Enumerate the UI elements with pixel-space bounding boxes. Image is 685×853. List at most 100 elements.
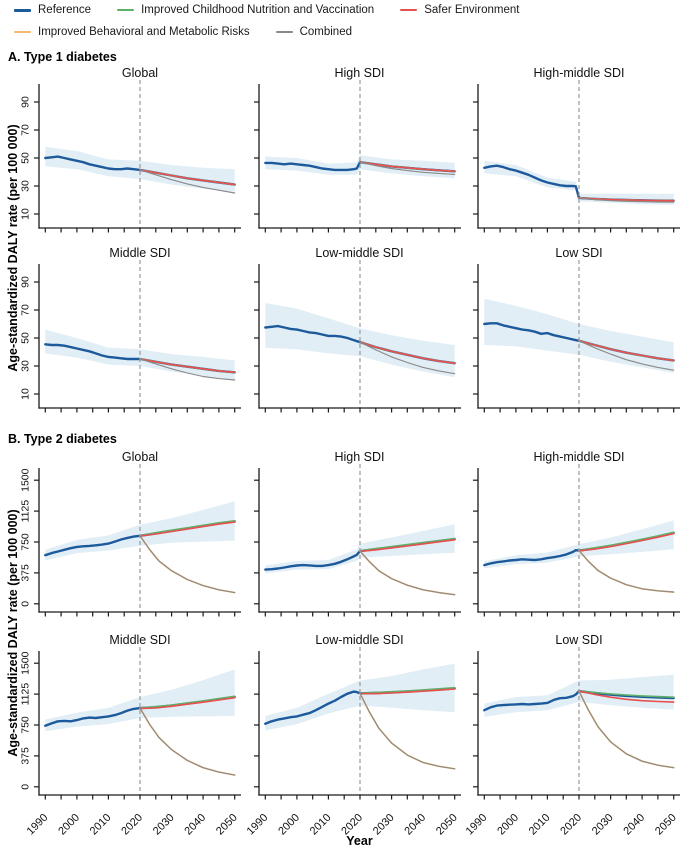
chart-panel-8 (473, 464, 680, 617)
legend-label-reference: Reference (38, 4, 92, 16)
y-tick-label: 0 (20, 601, 32, 607)
legend-item-combined: Combined (275, 26, 352, 38)
panel-title-2: High-middle SDI (533, 66, 625, 80)
series-line-combined (358, 550, 455, 596)
series-line-environment (139, 521, 236, 537)
series-line-environment (358, 688, 455, 695)
y-tick-label: 50 (20, 152, 32, 164)
series-line-behavioral (358, 550, 456, 596)
series-line-environment (358, 539, 455, 553)
y-tick-label: 375 (20, 564, 32, 582)
y-tick-label: 30 (20, 180, 32, 192)
series-line-environment (139, 696, 236, 710)
series-line-environment (139, 358, 236, 374)
series-line-combined (358, 161, 455, 175)
y-tick-label: 10 (20, 388, 32, 400)
x-axis-label: Year (346, 834, 373, 848)
series-line-environment (139, 169, 236, 186)
series-line-nutrition (578, 531, 675, 552)
panel-title-1: High SDI (334, 66, 385, 80)
series-line-environment (358, 341, 455, 364)
ci-band (45, 669, 235, 732)
chart-panel-0: 10 30 50 70 90 (20, 80, 241, 233)
series-line-nutrition (358, 686, 455, 694)
series-line-combined (358, 692, 455, 770)
legend-label-behavioral: Improved Behavioral and Metabolic Risks (38, 26, 250, 38)
y-tick-label: 750 (20, 533, 32, 551)
panel-title-6: Global (121, 450, 159, 464)
legend-row-2: Improved Behavioral and Metabolic Risks C… (14, 26, 352, 38)
series-line-environment (358, 161, 455, 173)
series-line-combined (578, 690, 675, 769)
panel-title-10: Low-middle SDI (315, 633, 404, 647)
y-tick-label: 1500 (20, 468, 32, 492)
y-tick-label: 1125 (20, 683, 32, 706)
series-line-combined (139, 535, 236, 594)
panel-title-11: Low SDI (555, 633, 603, 647)
chart-panel-4 (253, 260, 461, 413)
ci-band (484, 674, 674, 717)
y-tick-label: 90 (20, 96, 32, 108)
y-tick-label: 30 (20, 360, 32, 372)
legend-swatch-behavioral (14, 31, 31, 33)
y-tick-label: 50 (20, 332, 32, 344)
legend-item-environment: Safer Environment (400, 4, 519, 16)
series-line-combined (578, 340, 675, 371)
legend-label-environment: Safer Environment (424, 4, 520, 16)
legend-item-reference: Reference (14, 4, 91, 16)
series-line-combined (139, 169, 236, 194)
y-tick-label: 70 (20, 124, 32, 136)
y-tick-label: 1500 (20, 651, 32, 675)
chart-panel-11: 1990 2000 2010 2020 2030 2040 2050 (464, 647, 680, 837)
section-heading-type1: A. Type 1 diabetes (8, 50, 117, 64)
y-tick-label: 0 (20, 784, 32, 790)
y-tick-label: 90 (20, 276, 32, 288)
series-line-combined (358, 341, 455, 375)
chart-panel-10: 1990 2000 2010 2020 2030 2040 2050 (244, 647, 461, 837)
ci-band (484, 160, 674, 205)
ci-band (484, 298, 674, 373)
series-line-reference (483, 690, 675, 712)
legend-swatch-nutrition (117, 9, 135, 11)
series-line-nutrition (139, 520, 236, 537)
chart-panel-7 (253, 464, 461, 617)
series-line-environment (578, 340, 675, 362)
panel-title-0: Global (121, 66, 159, 80)
series-line-combined (139, 707, 236, 776)
legend-label-combined: Combined (299, 26, 352, 38)
legend-swatch-environment (400, 9, 418, 11)
series-line-environment (578, 690, 675, 703)
legend-label-nutrition: Improved Childhood Nutrition and Vaccina… (141, 4, 375, 16)
chart-panel-1 (253, 80, 461, 233)
panel-title-7: High SDI (334, 450, 385, 464)
series-line-nutrition (578, 690, 675, 698)
series-line-behavioral (578, 549, 675, 593)
y-tick-label: 10 (20, 208, 32, 220)
chart-panel-3: 10 30 50 70 90 (20, 260, 241, 413)
series-line-nutrition (139, 695, 236, 709)
series-line-nutrition (358, 537, 455, 552)
chart-panel-5 (473, 260, 680, 413)
legend-item-behavioral: Improved Behavioral and Metabolic Risks (14, 26, 250, 38)
y-tick-label: 70 (20, 304, 32, 316)
panel-title-5: Low SDI (555, 246, 603, 260)
panel-title-4: Low-middle SDI (315, 246, 404, 260)
legend-item-nutrition: Improved Childhood Nutrition and Vaccina… (117, 4, 374, 16)
section-heading-type2: B. Type 2 diabetes (8, 432, 117, 446)
series-line-combined (139, 358, 236, 381)
series-line-combined (578, 550, 675, 593)
legend-swatch-reference (14, 8, 31, 12)
series-line-behavioral (139, 707, 236, 776)
chart-panel-2 (473, 80, 680, 233)
panel-title-8: High-middle SDI (533, 450, 625, 464)
panel-title-9: Middle SDI (109, 633, 171, 647)
panel-title-3: Middle SDI (109, 246, 171, 260)
chart-panel-6: 0 375 750 1125 1500 (20, 464, 241, 617)
legend-row-1: Reference Improved Childhood Nutrition an… (14, 4, 519, 16)
y-tick-label: 375 (20, 747, 32, 765)
series-line-environment (578, 197, 675, 202)
y-tick-label: 1125 (20, 500, 32, 523)
y-tick-label: 750 (20, 716, 32, 734)
